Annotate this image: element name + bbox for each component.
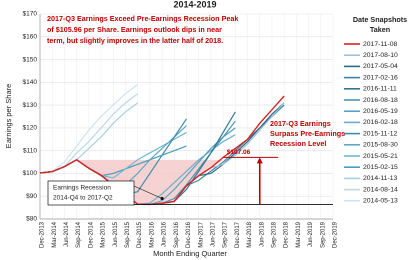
recession-dot	[160, 196, 164, 201]
x-tick-label: Dec-2014	[88, 221, 94, 248]
x-tick-label: Jun-2014	[64, 221, 70, 247]
legend-label: 2014-08-14	[363, 186, 398, 193]
legend-label: 2014-05-13	[363, 198, 398, 205]
legend-label: 2015-02-15	[363, 164, 398, 171]
annotation-text: Recession Level	[270, 139, 326, 148]
y-tick-label: $110	[23, 147, 37, 154]
x-tick-label: Mar-2016	[149, 221, 155, 247]
x-tick-label: Jun-2016	[162, 221, 168, 247]
legend-label: 2015-11-12	[363, 130, 397, 137]
chart-title: 2014-2019	[173, 0, 216, 9]
x-tick-label: Dec-2016	[186, 221, 192, 248]
legend-title: Taken	[370, 25, 390, 34]
x-tick-label: Jun-2019	[308, 221, 314, 247]
x-tick-label: Mar-2015	[101, 221, 107, 247]
x-tick-label: Dec-2013	[40, 221, 46, 248]
y-tick-label: $160	[23, 33, 38, 40]
recession-pointer	[133, 185, 163, 199]
y-tick-label: $150	[23, 56, 38, 63]
x-tick-label: Mar-2017	[198, 221, 204, 247]
x-tick-label: Sep-2018	[272, 221, 278, 248]
y-tick-label: $100	[23, 170, 38, 177]
x-tick-label: Dec-2018	[284, 221, 290, 248]
y-tick-label: $90	[26, 193, 37, 200]
y-tick-label: $170	[23, 11, 38, 18]
x-tick-label: Dec-2019	[333, 221, 339, 248]
x-tick-label: Dec-2015	[137, 221, 143, 248]
x-tick-label: Mar-2019	[296, 221, 302, 247]
legend-label: 2016-11-11	[363, 86, 397, 93]
annotation-text: Surpass Pre-Earnings	[270, 129, 345, 138]
x-tick-label: Sep-2019	[320, 221, 326, 248]
x-tick-label: Dec-2017	[235, 221, 241, 248]
legend-title: Date Snapshots	[353, 15, 407, 24]
annotation-text: 2017-Q3 Earnings	[270, 119, 331, 128]
legend-label: 2016-08-18	[363, 97, 398, 104]
x-tick-label: Jun-2017	[210, 221, 216, 247]
legend-label: 2014-11-13	[363, 175, 397, 182]
x-tick-label: Jun-2018	[259, 221, 265, 247]
x-tick-label: Mar-2014	[52, 221, 58, 247]
annotation-text: of $105.96 per Share. Earnings outlook d…	[47, 25, 222, 34]
y-axis-title: Earnings per Share	[4, 84, 13, 149]
x-tick-label: Sep-2014	[76, 221, 82, 248]
annotation-text: 2014-Q4 to 2017-Q2	[53, 195, 113, 202]
series-line	[39, 95, 285, 206]
legend-label: 2016-02-18	[363, 119, 398, 126]
y-tick-label: $130	[23, 102, 38, 109]
level-label: $107.06	[227, 149, 251, 156]
legend-label: 2017-02-16	[363, 74, 398, 81]
y-tick-label: $140	[23, 79, 38, 86]
y-tick-label: $80	[26, 216, 37, 223]
annotation-text: term, but slightly improves in the latte…	[47, 36, 223, 45]
y-tick-label: $120	[23, 125, 38, 132]
legend-label: 2017-05-04	[363, 63, 398, 70]
x-tick-label: Mar-2018	[247, 221, 253, 247]
annotation-text: Earnings Recession	[53, 185, 111, 192]
x-tick-label: Jun-2015	[113, 221, 119, 247]
x-tick-label: Sep-2017	[223, 221, 229, 248]
legend-label: 2015-05-21	[363, 153, 398, 160]
legend-label: 2016-05-19	[363, 108, 398, 115]
recession-box	[47, 180, 135, 206]
arrow-head	[256, 157, 263, 164]
annotation-text: 2017-Q3 Earnings Exceed Pre-Earnings Rec…	[47, 14, 238, 23]
x-tick-label: Sep-2016	[174, 221, 180, 248]
legend-label: 2015-08-30	[363, 142, 398, 149]
legend-label: 2017-11-08	[363, 41, 397, 48]
x-axis-title: Month Ending Quarter	[153, 249, 227, 258]
x-tick-label: Sep-2015	[125, 221, 131, 248]
legend-label: 2017-08-10	[363, 52, 398, 59]
series-line	[39, 84, 139, 174]
